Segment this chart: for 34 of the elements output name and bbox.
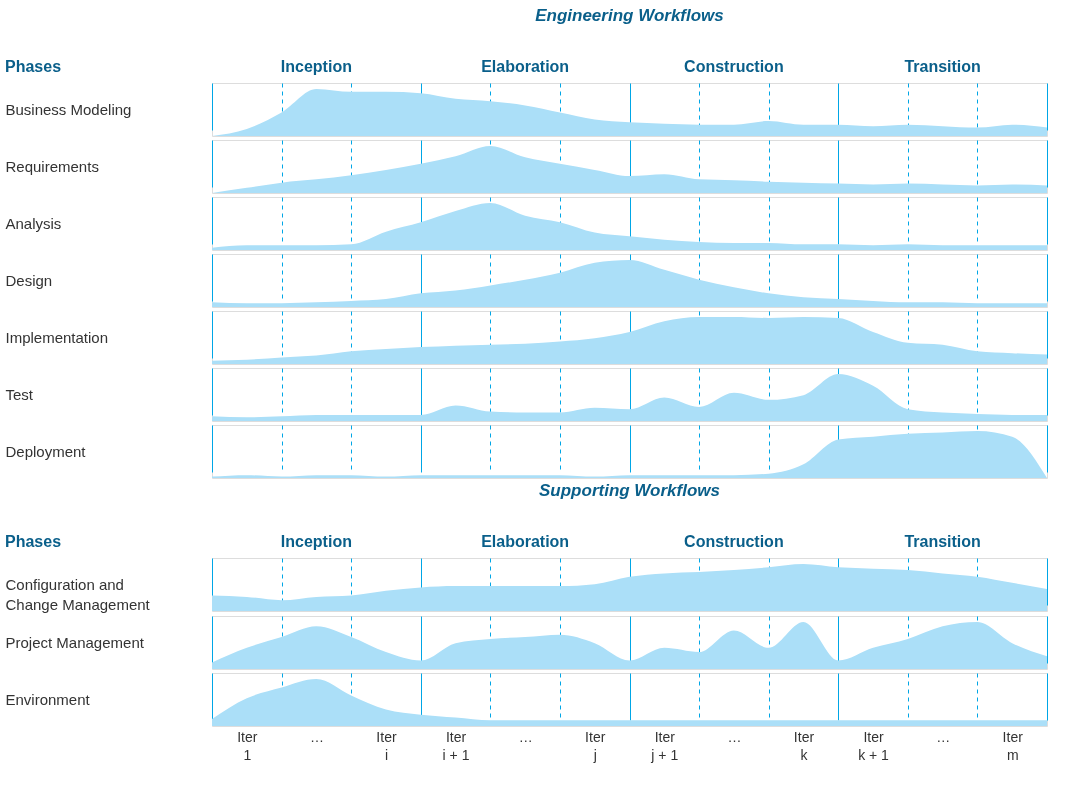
x-tick-label: Iter j + 1 — [650, 728, 679, 763]
x-tick-label: … — [936, 728, 951, 745]
text: Construction — [684, 533, 784, 550]
text: Phases — [5, 533, 62, 550]
chart-title: Supporting Workflows — [538, 481, 721, 500]
y-axis-title: Environment — [5, 691, 91, 708]
x-tick-label: … — [309, 728, 324, 745]
y-axis-title: Deployment — [5, 443, 87, 460]
y-axis-title: Business Modeling — [5, 101, 132, 118]
y-axis-title: Test — [5, 386, 34, 403]
text: Transition — [904, 58, 981, 75]
y-axis-title: Project Management — [5, 634, 145, 651]
text: Phases — [5, 58, 62, 75]
text: Construction — [684, 58, 784, 75]
x-tick-label: … — [518, 728, 533, 745]
x-tick-label: Iter k — [793, 728, 815, 763]
text: Inception — [280, 58, 352, 75]
x-tick-label: Iter i — [376, 728, 397, 763]
text: Elaboration — [481, 58, 570, 75]
x-tick-label: Iter j — [585, 728, 606, 763]
x-tick-label: Iter k + 1 — [858, 728, 890, 763]
x-tick-label: Iter 1 — [237, 728, 258, 763]
y-axis-title: Design — [5, 272, 53, 289]
chart-title: Engineering Workflows — [535, 6, 724, 25]
text: Inception — [280, 533, 352, 550]
x-tick-label: Iter i + 1 — [442, 728, 470, 763]
x-tick-label: … — [727, 728, 742, 745]
x-tick-label: Iter m — [1002, 728, 1024, 763]
text: Elaboration — [481, 533, 570, 550]
y-axis-title: Configuration and Change Management — [5, 576, 151, 613]
y-axis-title: Requirements — [5, 158, 99, 175]
y-axis-title: Analysis — [5, 215, 62, 232]
text: Transition — [904, 533, 981, 550]
y-axis-title: Implementation — [5, 329, 109, 346]
